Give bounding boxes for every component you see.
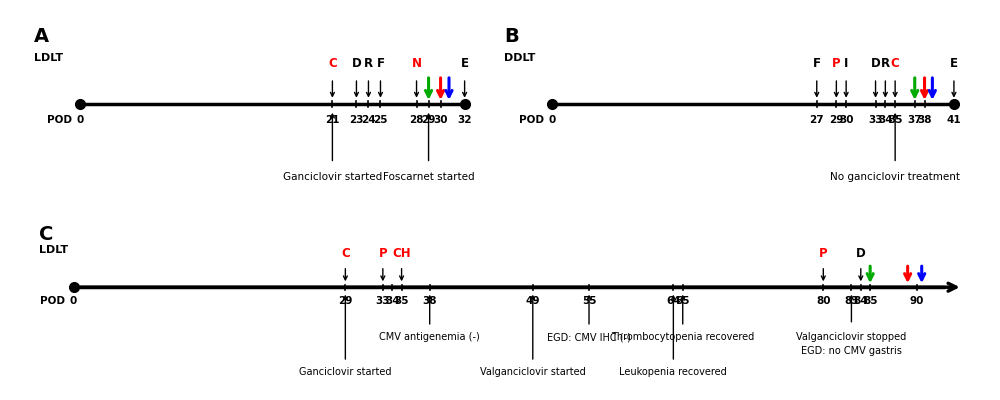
Text: 37: 37	[907, 115, 922, 125]
Text: 49: 49	[526, 296, 540, 306]
Text: 83: 83	[844, 296, 859, 306]
Text: 27: 27	[809, 115, 824, 125]
Text: 30: 30	[433, 115, 448, 125]
Text: I: I	[844, 58, 848, 70]
Text: 0: 0	[549, 115, 556, 125]
Text: DDLT: DDLT	[504, 53, 535, 63]
Text: C: C	[891, 58, 900, 70]
Text: 29: 29	[338, 296, 353, 306]
Text: R: R	[364, 58, 373, 70]
Text: 33: 33	[376, 296, 390, 306]
Text: 30: 30	[839, 115, 853, 125]
Text: 38: 38	[422, 296, 437, 306]
Text: 21: 21	[325, 115, 340, 125]
Text: 85: 85	[863, 296, 877, 306]
Text: 28: 28	[409, 115, 424, 125]
Text: 64: 64	[666, 296, 681, 306]
Text: Ganciclovir started: Ganciclovir started	[283, 172, 382, 182]
Text: P: P	[819, 247, 828, 260]
Text: Leukopenia recovered: Leukopenia recovered	[619, 368, 727, 378]
Text: F: F	[376, 58, 384, 70]
Text: D: D	[856, 247, 866, 260]
Text: 90: 90	[910, 296, 924, 306]
Text: 23: 23	[349, 115, 364, 125]
Text: 55: 55	[582, 296, 596, 306]
Text: 34: 34	[385, 296, 400, 306]
Text: B: B	[504, 27, 519, 46]
Text: 24: 24	[361, 115, 376, 125]
Text: F: F	[813, 58, 821, 70]
Text: No ganciclovir treatment: No ganciclovir treatment	[830, 172, 960, 182]
Text: 29: 29	[829, 115, 844, 125]
Text: Valganciclovir started: Valganciclovir started	[480, 368, 586, 378]
Text: 38: 38	[917, 115, 932, 125]
Text: CH: CH	[392, 247, 411, 260]
Text: Thrombocytopenia recovered: Thrombocytopenia recovered	[611, 332, 754, 342]
Text: C: C	[39, 224, 53, 244]
Text: A: A	[34, 27, 49, 46]
Text: 33: 33	[868, 115, 883, 125]
Text: 34: 34	[878, 115, 893, 125]
Text: R: R	[881, 58, 890, 70]
Text: N: N	[412, 58, 422, 70]
Text: 65: 65	[675, 296, 690, 306]
Text: POD: POD	[519, 115, 544, 125]
Text: 0: 0	[76, 115, 84, 125]
Text: C: C	[328, 58, 337, 70]
Text: 32: 32	[457, 115, 472, 125]
Text: LDLT: LDLT	[34, 53, 63, 63]
Text: Foscarnet started: Foscarnet started	[383, 172, 474, 182]
Text: D: D	[871, 58, 880, 70]
Text: Ganciclovir started: Ganciclovir started	[299, 368, 392, 378]
Text: 84: 84	[853, 296, 868, 306]
Text: 0: 0	[70, 296, 77, 306]
Text: C: C	[341, 247, 350, 260]
Text: P: P	[832, 58, 841, 70]
Text: EGD: CMV IHC (-): EGD: CMV IHC (-)	[547, 332, 631, 342]
Text: 35: 35	[394, 296, 409, 306]
Text: POD: POD	[40, 296, 65, 306]
Text: E: E	[461, 58, 469, 70]
Text: POD: POD	[47, 115, 72, 125]
Text: D: D	[352, 58, 361, 70]
Text: 25: 25	[373, 115, 388, 125]
Text: 80: 80	[816, 296, 831, 306]
Text: 29: 29	[421, 115, 436, 125]
Text: Valganciclovir stopped
EGD: no CMV gastris: Valganciclovir stopped EGD: no CMV gastr…	[796, 332, 907, 356]
Text: E: E	[950, 58, 958, 70]
Text: 41: 41	[947, 115, 961, 125]
Text: CMV antigenemia (-): CMV antigenemia (-)	[379, 332, 480, 342]
Text: P: P	[379, 247, 387, 260]
Text: 35: 35	[888, 115, 902, 125]
Text: LDLT: LDLT	[39, 244, 68, 254]
